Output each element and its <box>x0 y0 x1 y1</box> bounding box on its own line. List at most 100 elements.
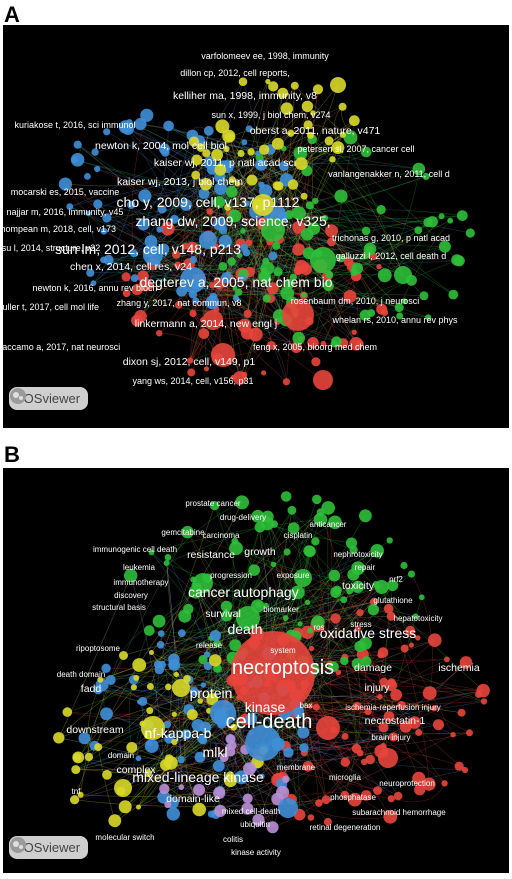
network-node-yellow <box>211 149 224 161</box>
network-node-yellow <box>141 716 165 740</box>
network-node-green <box>287 505 297 515</box>
network-node-green <box>361 656 372 667</box>
node-label: anticancer <box>310 520 347 529</box>
network-link <box>140 84 339 317</box>
network-node-yellow <box>331 141 345 154</box>
network-node-yellow <box>294 157 308 171</box>
network-link <box>304 584 377 663</box>
network-link <box>168 683 484 691</box>
network-node-blue <box>163 120 174 132</box>
network-node-blue <box>242 249 251 257</box>
network-link <box>75 769 200 791</box>
network-node-blue <box>255 158 268 171</box>
node-label: dillon cp, 2012, cell reports, <box>180 68 290 78</box>
network-node-blue <box>84 173 91 180</box>
network-node-red <box>282 378 290 386</box>
network-node-purple <box>164 801 172 809</box>
network-link <box>267 523 445 784</box>
network-link <box>267 516 359 629</box>
network-node-green <box>300 228 314 241</box>
network-link <box>310 135 382 210</box>
node-label: discovery <box>114 591 148 600</box>
node-label: growth <box>244 546 276 558</box>
network-node-yellow <box>259 144 270 155</box>
network-node-blue <box>168 659 179 669</box>
network-node-green <box>325 270 334 279</box>
network-link <box>359 690 484 754</box>
network-node-red <box>383 711 395 722</box>
node-label: mocarski es, 2015, vaccine <box>11 187 120 197</box>
network-node-red <box>340 757 350 767</box>
network-node-blue <box>93 199 103 209</box>
network-node-red <box>293 265 304 275</box>
network-link <box>206 550 378 655</box>
network-node-yellow <box>119 651 128 660</box>
network-node-green <box>294 569 312 587</box>
network-link <box>167 195 305 229</box>
network-link <box>281 705 311 779</box>
network-node-yellow <box>348 115 360 127</box>
network-node-green <box>336 254 345 263</box>
network-link <box>166 502 243 564</box>
network-node-blue <box>127 200 136 209</box>
network-link <box>237 183 256 335</box>
network-node-green <box>438 213 445 220</box>
network-node-red <box>414 784 426 796</box>
node-label: ripoptosome <box>76 644 121 653</box>
network-node-blue <box>129 249 138 258</box>
network-node-green <box>240 228 246 234</box>
network-node-blue <box>259 773 265 779</box>
network-link <box>159 229 299 271</box>
network-node-blue <box>203 125 214 136</box>
network-link <box>220 512 321 714</box>
network-node-red <box>327 237 336 247</box>
network-link <box>193 579 485 702</box>
vosviewer-logo-icon <box>10 388 26 404</box>
network-link <box>139 701 166 789</box>
network-node-yellow <box>71 765 81 775</box>
network-node-blue <box>245 125 253 133</box>
network-node-green <box>370 544 385 558</box>
vosviewer-logo: VOSviewer <box>9 836 89 859</box>
network-node-red <box>412 771 426 785</box>
network-node-red <box>422 777 436 791</box>
vosviewer-logo: VOSviewer <box>9 387 89 410</box>
network-link <box>338 672 435 709</box>
network-node-red <box>461 766 469 774</box>
network-node-yellow <box>272 181 282 191</box>
network-node-green <box>423 217 433 228</box>
network-link <box>327 507 331 664</box>
network-link <box>93 204 132 284</box>
network-link <box>217 86 274 359</box>
node-label: colitis <box>223 835 243 844</box>
network-node-blue <box>277 211 288 222</box>
network-link <box>230 276 301 340</box>
network-node-green <box>272 241 281 250</box>
network-link <box>192 247 245 314</box>
network-link <box>177 130 210 266</box>
network-node-purple <box>193 783 206 796</box>
network-link <box>167 195 305 229</box>
node-label: su l, 2014, structure, v22 <box>3 243 100 253</box>
network-node-blue <box>143 245 163 265</box>
node-label: degterev a, 2005, nat chem bio <box>139 274 332 290</box>
network-link <box>212 183 239 321</box>
network-node-green <box>283 548 291 556</box>
network-node-purple <box>252 813 265 826</box>
network-node-red <box>307 337 319 349</box>
network-node-blue <box>163 720 172 729</box>
node-label: survival <box>205 608 241 620</box>
node-label: biomarker <box>263 605 299 614</box>
node-label: mlkl <box>203 744 228 760</box>
network-node-green <box>358 636 372 650</box>
network-link <box>258 106 343 167</box>
network-link <box>98 689 406 728</box>
network-node-blue <box>169 214 179 224</box>
network-link <box>202 211 230 321</box>
node-label: tnf <box>72 787 82 796</box>
network-node-yellow <box>144 769 152 778</box>
network-node-blue <box>189 255 198 264</box>
network-node-blue <box>241 139 248 146</box>
network-node-blue <box>180 198 192 211</box>
network-node-red <box>340 790 349 799</box>
